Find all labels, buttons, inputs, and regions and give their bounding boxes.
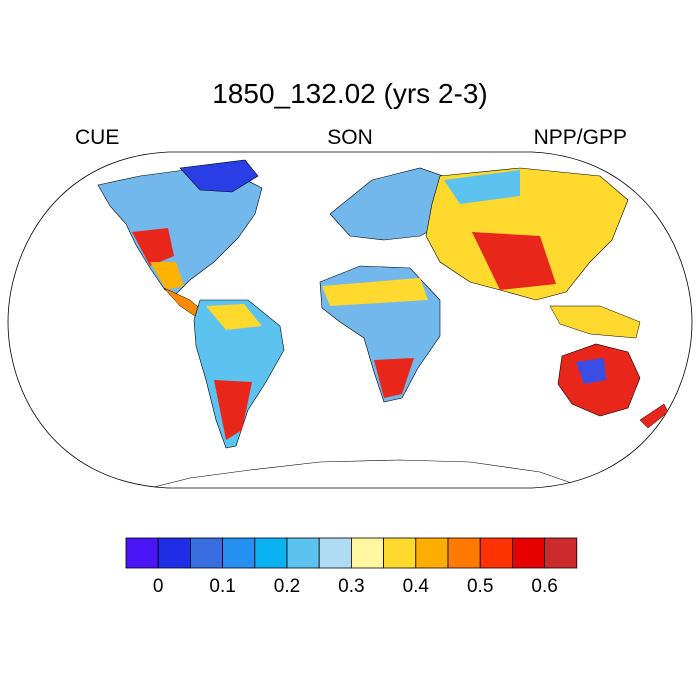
antarctica [149, 459, 581, 488]
colorbar-tick-label: 0.2 [273, 576, 301, 597]
sahara-band [322, 278, 428, 306]
colorbar-tick-label: 0.4 [402, 576, 430, 597]
colorbar-tick-label: 0.1 [209, 576, 236, 597]
sa-south-red [214, 380, 252, 440]
na-southwest [150, 262, 184, 290]
variable-label: CUE [75, 126, 120, 149]
colorbar-box [222, 537, 256, 569]
greenland [179, 159, 259, 193]
na-west-hot [132, 228, 174, 266]
colorbar-box [415, 537, 449, 569]
australia-center-blue [576, 358, 606, 384]
colorbar-box [125, 537, 159, 569]
colorbar-tick-label: 0 [152, 576, 164, 597]
ratio-label: NPP/GPP [533, 126, 627, 149]
colorbar-box [447, 537, 481, 569]
colorbar-box [286, 537, 320, 569]
colorbar-box [383, 537, 417, 569]
asia-north-blue [444, 170, 520, 204]
colorbar-box [544, 537, 578, 569]
map-title: 1850_132.02 (yrs 2-3) [212, 78, 488, 109]
colorbar-box [479, 537, 513, 569]
colorbar-box [512, 537, 546, 569]
africa-south-red [374, 358, 414, 398]
colorbar-tick-label: 0.6 [531, 576, 558, 597]
colorbar-box [350, 537, 384, 569]
colorbar-box [318, 537, 352, 569]
colorbar-box [157, 537, 191, 569]
sa-north-yellow [206, 304, 262, 330]
south-america [193, 299, 285, 449]
colorbar-box [254, 537, 288, 569]
southeast-asia [549, 305, 641, 339]
colorbar-tick-label: 0.5 [466, 576, 494, 597]
colorbar-box [189, 537, 223, 569]
asia-south-red [472, 232, 556, 290]
colorbar-boxes [125, 537, 578, 569]
season-label: SON [327, 126, 373, 149]
colorbar-tick-label: 0.3 [338, 576, 365, 597]
